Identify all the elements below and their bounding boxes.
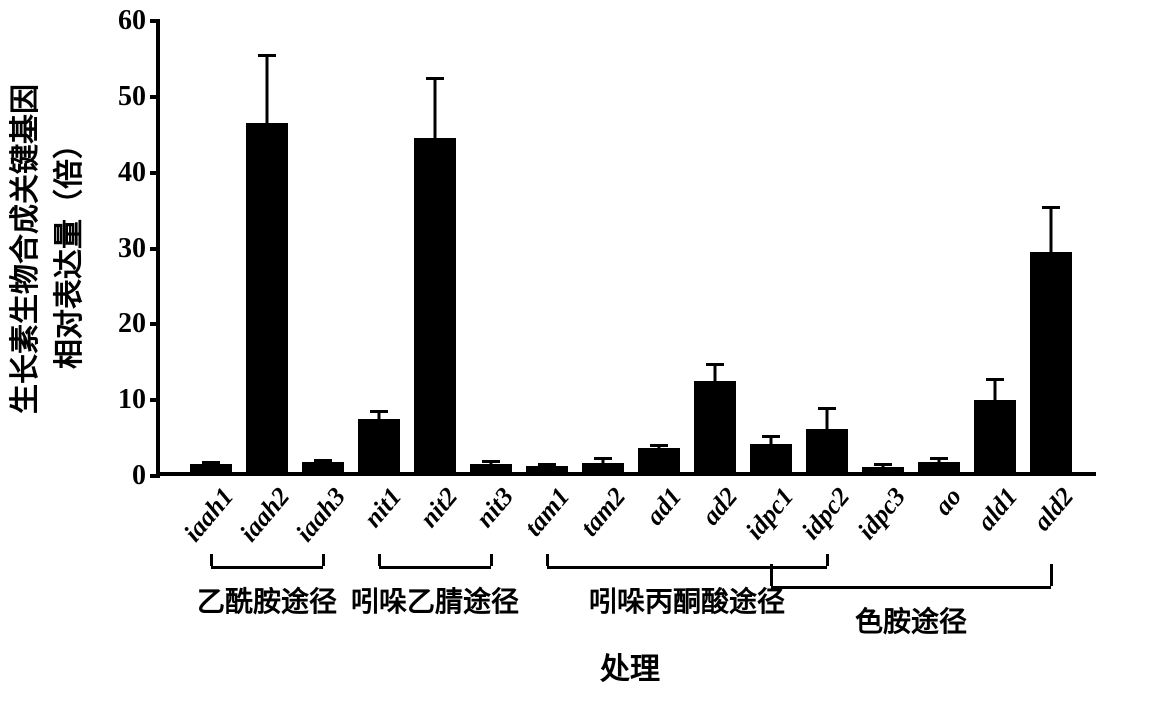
error-bar (266, 55, 269, 123)
bar (974, 400, 1016, 472)
bar (414, 138, 456, 472)
error-bar-cap (930, 457, 948, 460)
group-label: 色胺途径 (855, 600, 967, 640)
group-bracket-tick (490, 554, 493, 566)
y-axis-label-line2: 相对表达量（倍） (53, 129, 86, 369)
bar (1030, 252, 1072, 472)
error-bar-cap (426, 77, 444, 80)
error-bar-cap (1042, 206, 1060, 209)
bar (638, 448, 680, 472)
error-bar-cap (706, 363, 724, 366)
error-bar-cap (986, 378, 1004, 381)
ytick-label: 40 (118, 157, 160, 189)
group-bracket-line (379, 566, 491, 569)
xtick-label: tam1 (519, 482, 576, 542)
group-label: 吲哚丙酮酸途径 (589, 580, 785, 620)
xtick-label: idpc1 (740, 482, 800, 546)
group-label: 乙酰胺途径 (197, 580, 337, 620)
ytick-label: 50 (118, 81, 160, 113)
figure-container: 0 10 20 30 40 50 60 iaah1iaah2iaah3nit1nit2nit3… (0, 0, 1150, 719)
x-axis-right-tick (1086, 472, 1096, 476)
bar (582, 463, 624, 472)
group-bracket-tick (210, 554, 213, 566)
xtick-label: nit2 (414, 482, 464, 533)
error-bar-cap (650, 444, 668, 447)
y-axis-label-line1: 生长素生物合成关键基因 (9, 84, 42, 414)
bar (246, 123, 288, 472)
bar (918, 462, 960, 472)
error-bar-cap (482, 460, 500, 463)
x-axis-label: 处理 (530, 644, 730, 688)
error-bar (714, 364, 717, 381)
ytick-label: 0 (132, 460, 160, 492)
error-bar-cap (538, 463, 556, 466)
group-label: 吲哚乙腈途径 (351, 580, 519, 620)
xtick-label: ao (928, 482, 968, 521)
xtick-label: iaah1 (178, 482, 240, 548)
xtick-label: idpc2 (796, 482, 856, 546)
xtick-label: ald2 (1027, 482, 1080, 537)
group-bracket-tick (322, 554, 325, 566)
group-bracket-tick (826, 554, 829, 566)
ytick-label: 60 (118, 5, 160, 37)
xtick-label: ad2 (696, 482, 744, 531)
group-bracket-tick (546, 554, 549, 566)
error-bar-cap (594, 457, 612, 460)
plot-area: 0102030405060iaah1iaah2iaah3nit1nit2nit3… (156, 21, 1096, 476)
xtick-label: iaah2 (234, 482, 296, 548)
xtick-label: iaah3 (290, 482, 352, 548)
error-bar-cap (202, 461, 220, 464)
group-bracket-line (547, 566, 827, 569)
error-bar-cap (818, 407, 836, 410)
error-bar (994, 380, 997, 400)
error-bar (434, 78, 437, 139)
xtick-label: nit3 (470, 482, 520, 533)
error-bar-cap (762, 435, 780, 438)
xtick-label: ad1 (640, 482, 688, 531)
ytick-label: 10 (118, 384, 160, 416)
group-bracket-tick (1050, 564, 1053, 586)
ytick-label: 20 (118, 308, 160, 340)
xtick-label: ald1 (971, 482, 1024, 537)
bar (862, 467, 904, 472)
error-bar-cap (874, 463, 892, 466)
group-bracket-line (211, 566, 323, 569)
group-bracket-line (771, 586, 1051, 589)
error-bar (826, 408, 829, 428)
xtick-label: tam2 (575, 482, 632, 542)
xtick-label: idpc3 (852, 482, 912, 546)
xtick-label: nit1 (358, 482, 408, 533)
bar (694, 381, 736, 472)
ytick-label: 30 (118, 233, 160, 265)
error-bar-cap (370, 410, 388, 413)
bar (358, 419, 400, 472)
error-bar-cap (258, 54, 276, 57)
bar (470, 464, 512, 472)
bar (302, 462, 344, 472)
error-bar (1050, 207, 1053, 253)
y-axis-label: 生长素生物合成关键基因 相对表达量（倍） (0, 84, 88, 414)
bar (750, 444, 792, 472)
bar (526, 466, 568, 472)
error-bar-cap (314, 459, 332, 462)
group-bracket-tick (770, 564, 773, 586)
bar (190, 464, 232, 472)
bar (806, 429, 848, 472)
group-bracket-tick (378, 554, 381, 566)
